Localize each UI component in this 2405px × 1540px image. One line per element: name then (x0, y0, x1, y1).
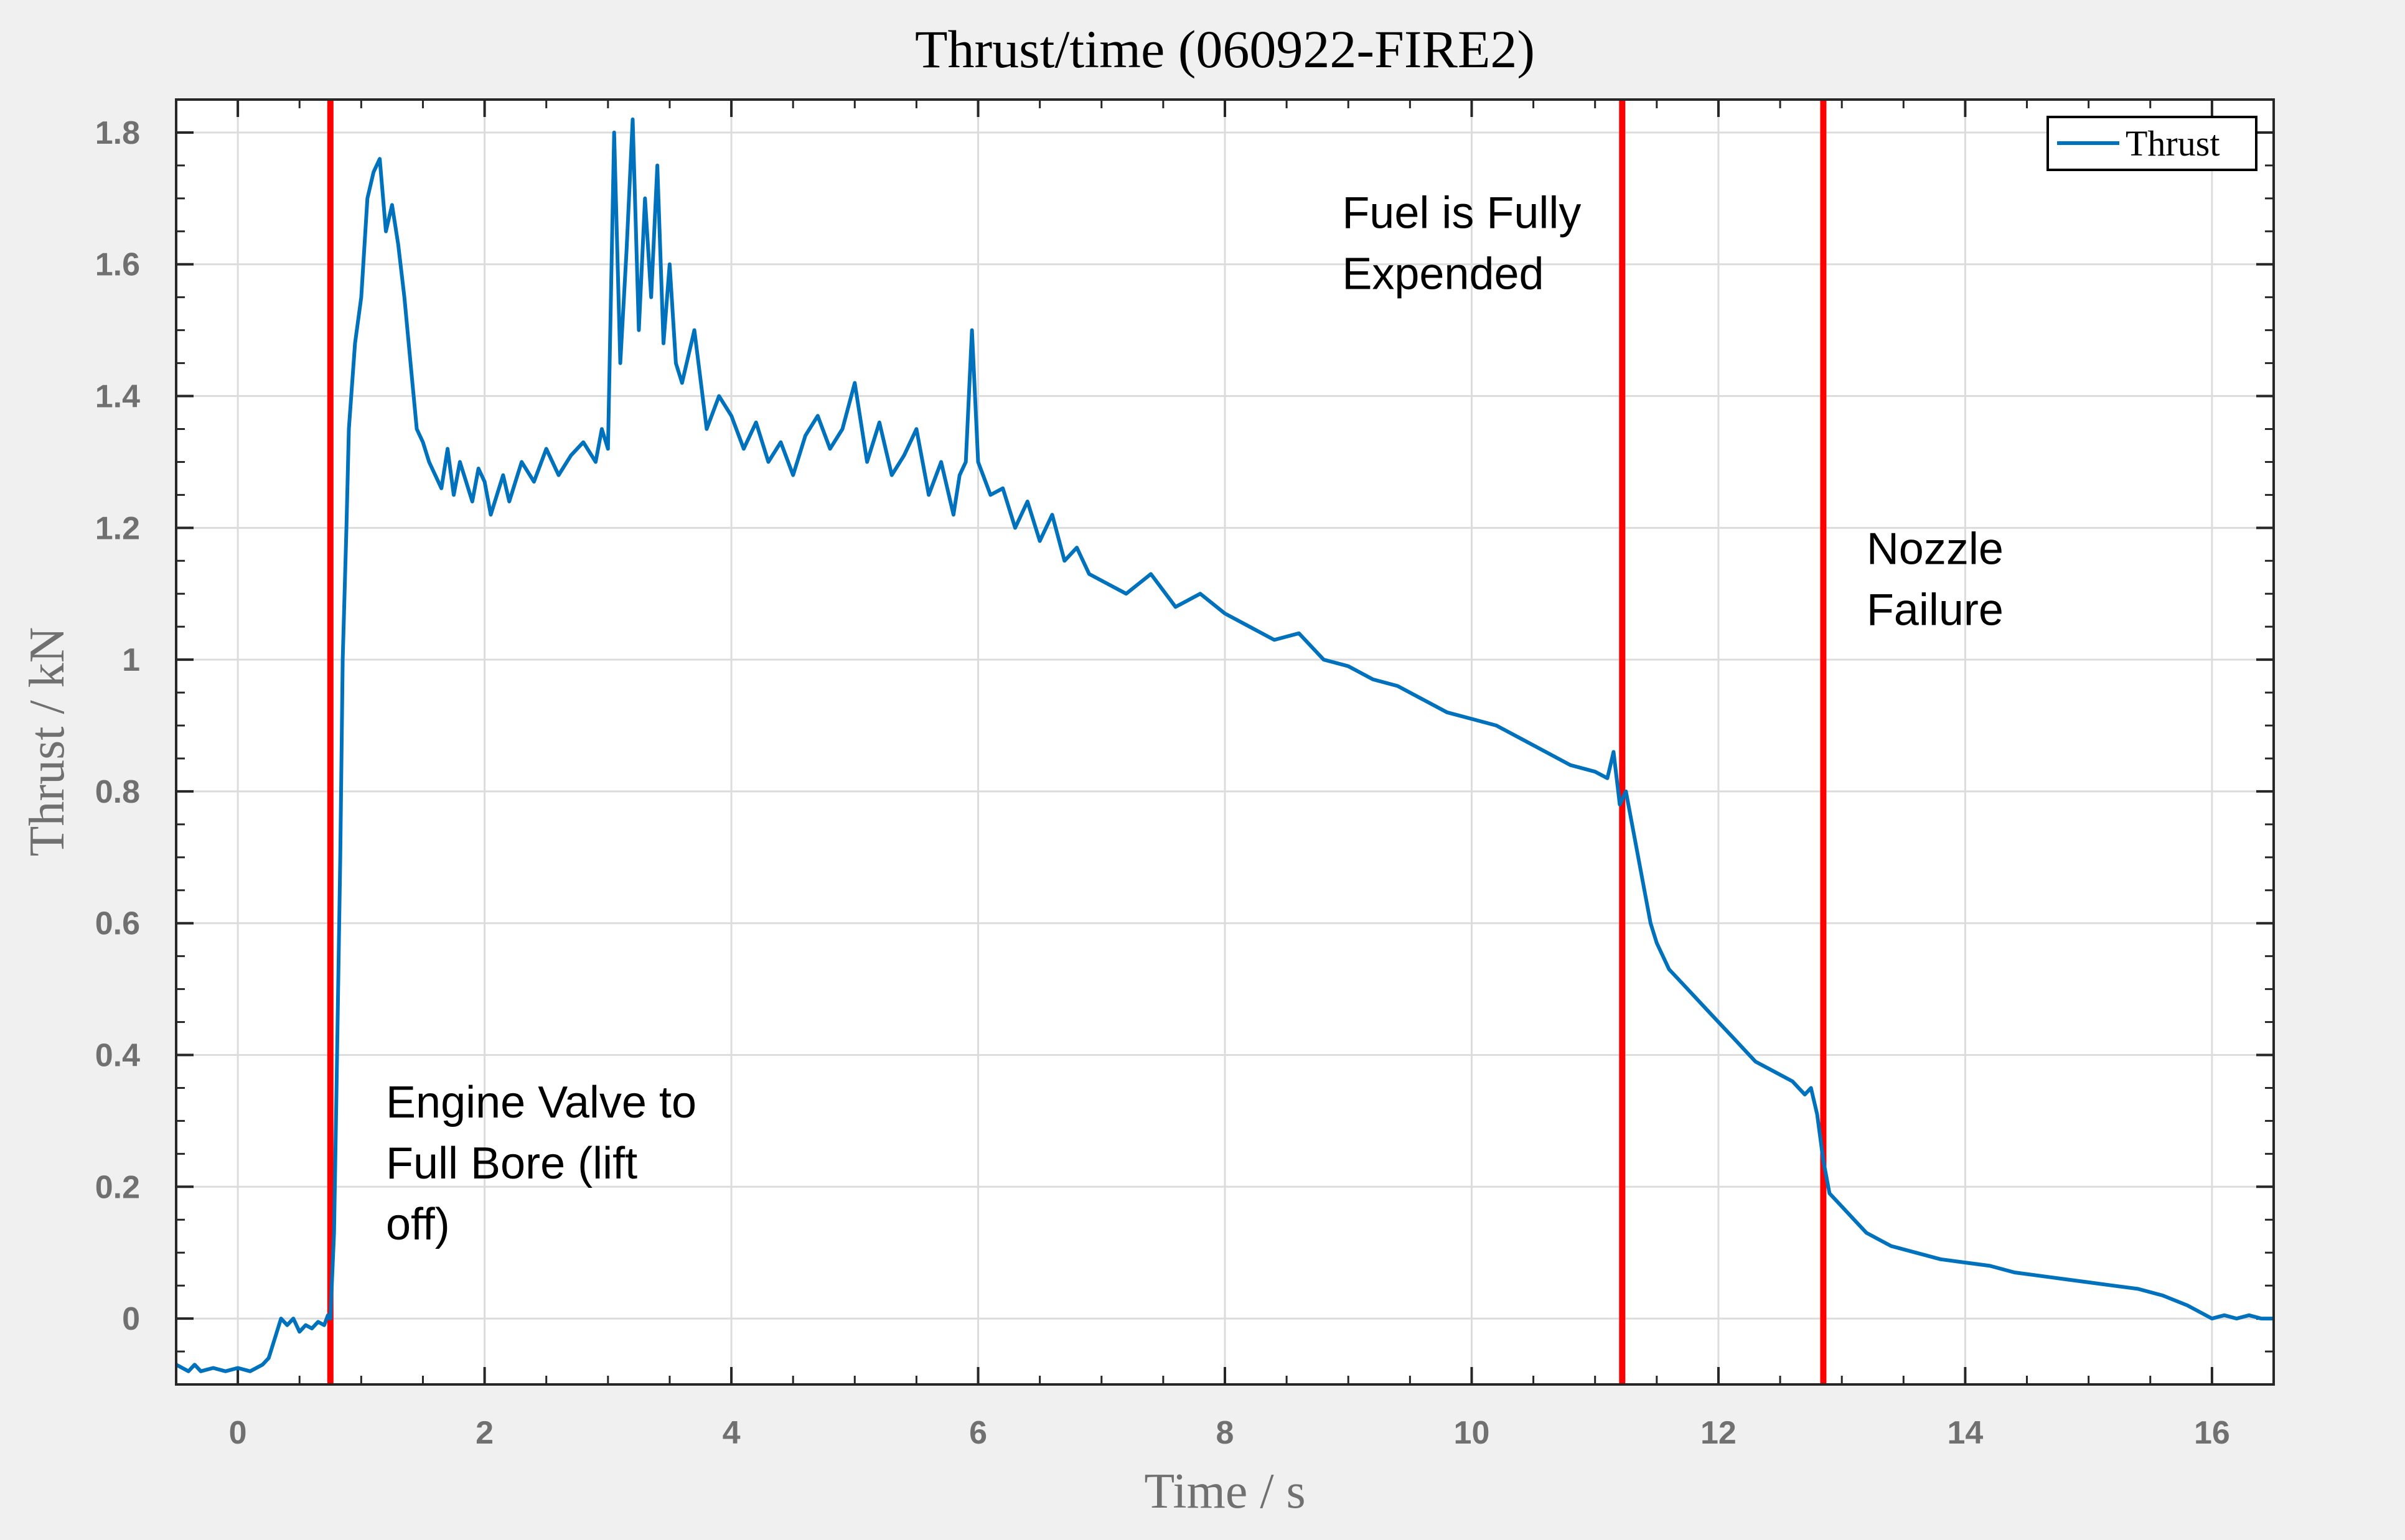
annotation-text: Engine Valve to Full Bore (lift off) (386, 1078, 696, 1249)
y-tick-label: 0.2 (95, 1169, 140, 1205)
y-tick-label: 0.6 (95, 906, 140, 942)
y-tick-label: 0 (122, 1301, 140, 1337)
x-tick-label: 12 (1700, 1415, 1737, 1451)
y-tick-label: 0.8 (95, 774, 140, 810)
y-axis-label: Thrust / kN (20, 627, 75, 857)
y-tick-label: 1.8 (95, 115, 140, 151)
x-tick-label: 14 (1947, 1415, 1983, 1451)
x-tick-labels: 0 2 4 6 8 10 12 14 16 (229, 1415, 2230, 1451)
annotation-text: Nozzle Failure (1867, 525, 2004, 635)
annotations: Engine Valve to Full Bore (lift off) Fuel i… (386, 189, 2004, 1250)
plot-frame (175, 98, 2275, 1386)
x-tick-label: 0 (229, 1415, 247, 1451)
annotation-line: Full Bore (lift (386, 1139, 637, 1188)
x-axis-label: Time / s (1144, 1464, 1305, 1519)
chart-title: Thrust/time (060922-FIRE2) (915, 19, 1535, 79)
y-tick-label: 0.4 (95, 1038, 140, 1074)
y-tick-labels: 0 0.2 0.4 0.6 0.8 1 1.2 1.4 1.6 1.8 (95, 115, 140, 1337)
y-tick-label: 1.4 (95, 379, 140, 415)
y-tick-label: 1.2 (95, 510, 140, 546)
annotation-text: Fuel is Fully Expended (1342, 189, 1581, 299)
x-tick-label: 8 (1216, 1415, 1234, 1451)
y-tick-label: 1.6 (95, 247, 140, 283)
annotation-line: Failure (1867, 586, 2004, 635)
x-tick-label: 2 (476, 1415, 494, 1451)
annotation-line: Fuel is Fully (1342, 189, 1581, 238)
axis-ticks (175, 98, 2275, 1384)
annotation-line: Engine Valve to (386, 1078, 696, 1127)
annotation-line: off) (386, 1200, 450, 1249)
x-tick-label: 4 (723, 1415, 741, 1451)
y-tick-label: 1 (122, 642, 140, 678)
annotation-line: Nozzle (1867, 525, 2004, 574)
legend: Thrust (2046, 116, 2257, 171)
thrust-series-line (175, 117, 2274, 1373)
annotation-line: Expended (1342, 250, 1544, 299)
x-tick-label: 10 (1454, 1415, 1490, 1451)
x-tick-label: 16 (2194, 1415, 2230, 1451)
legend-label-thrust: Thrust (2126, 123, 2220, 164)
x-tick-label: 6 (969, 1415, 987, 1451)
grid (176, 100, 2274, 1384)
